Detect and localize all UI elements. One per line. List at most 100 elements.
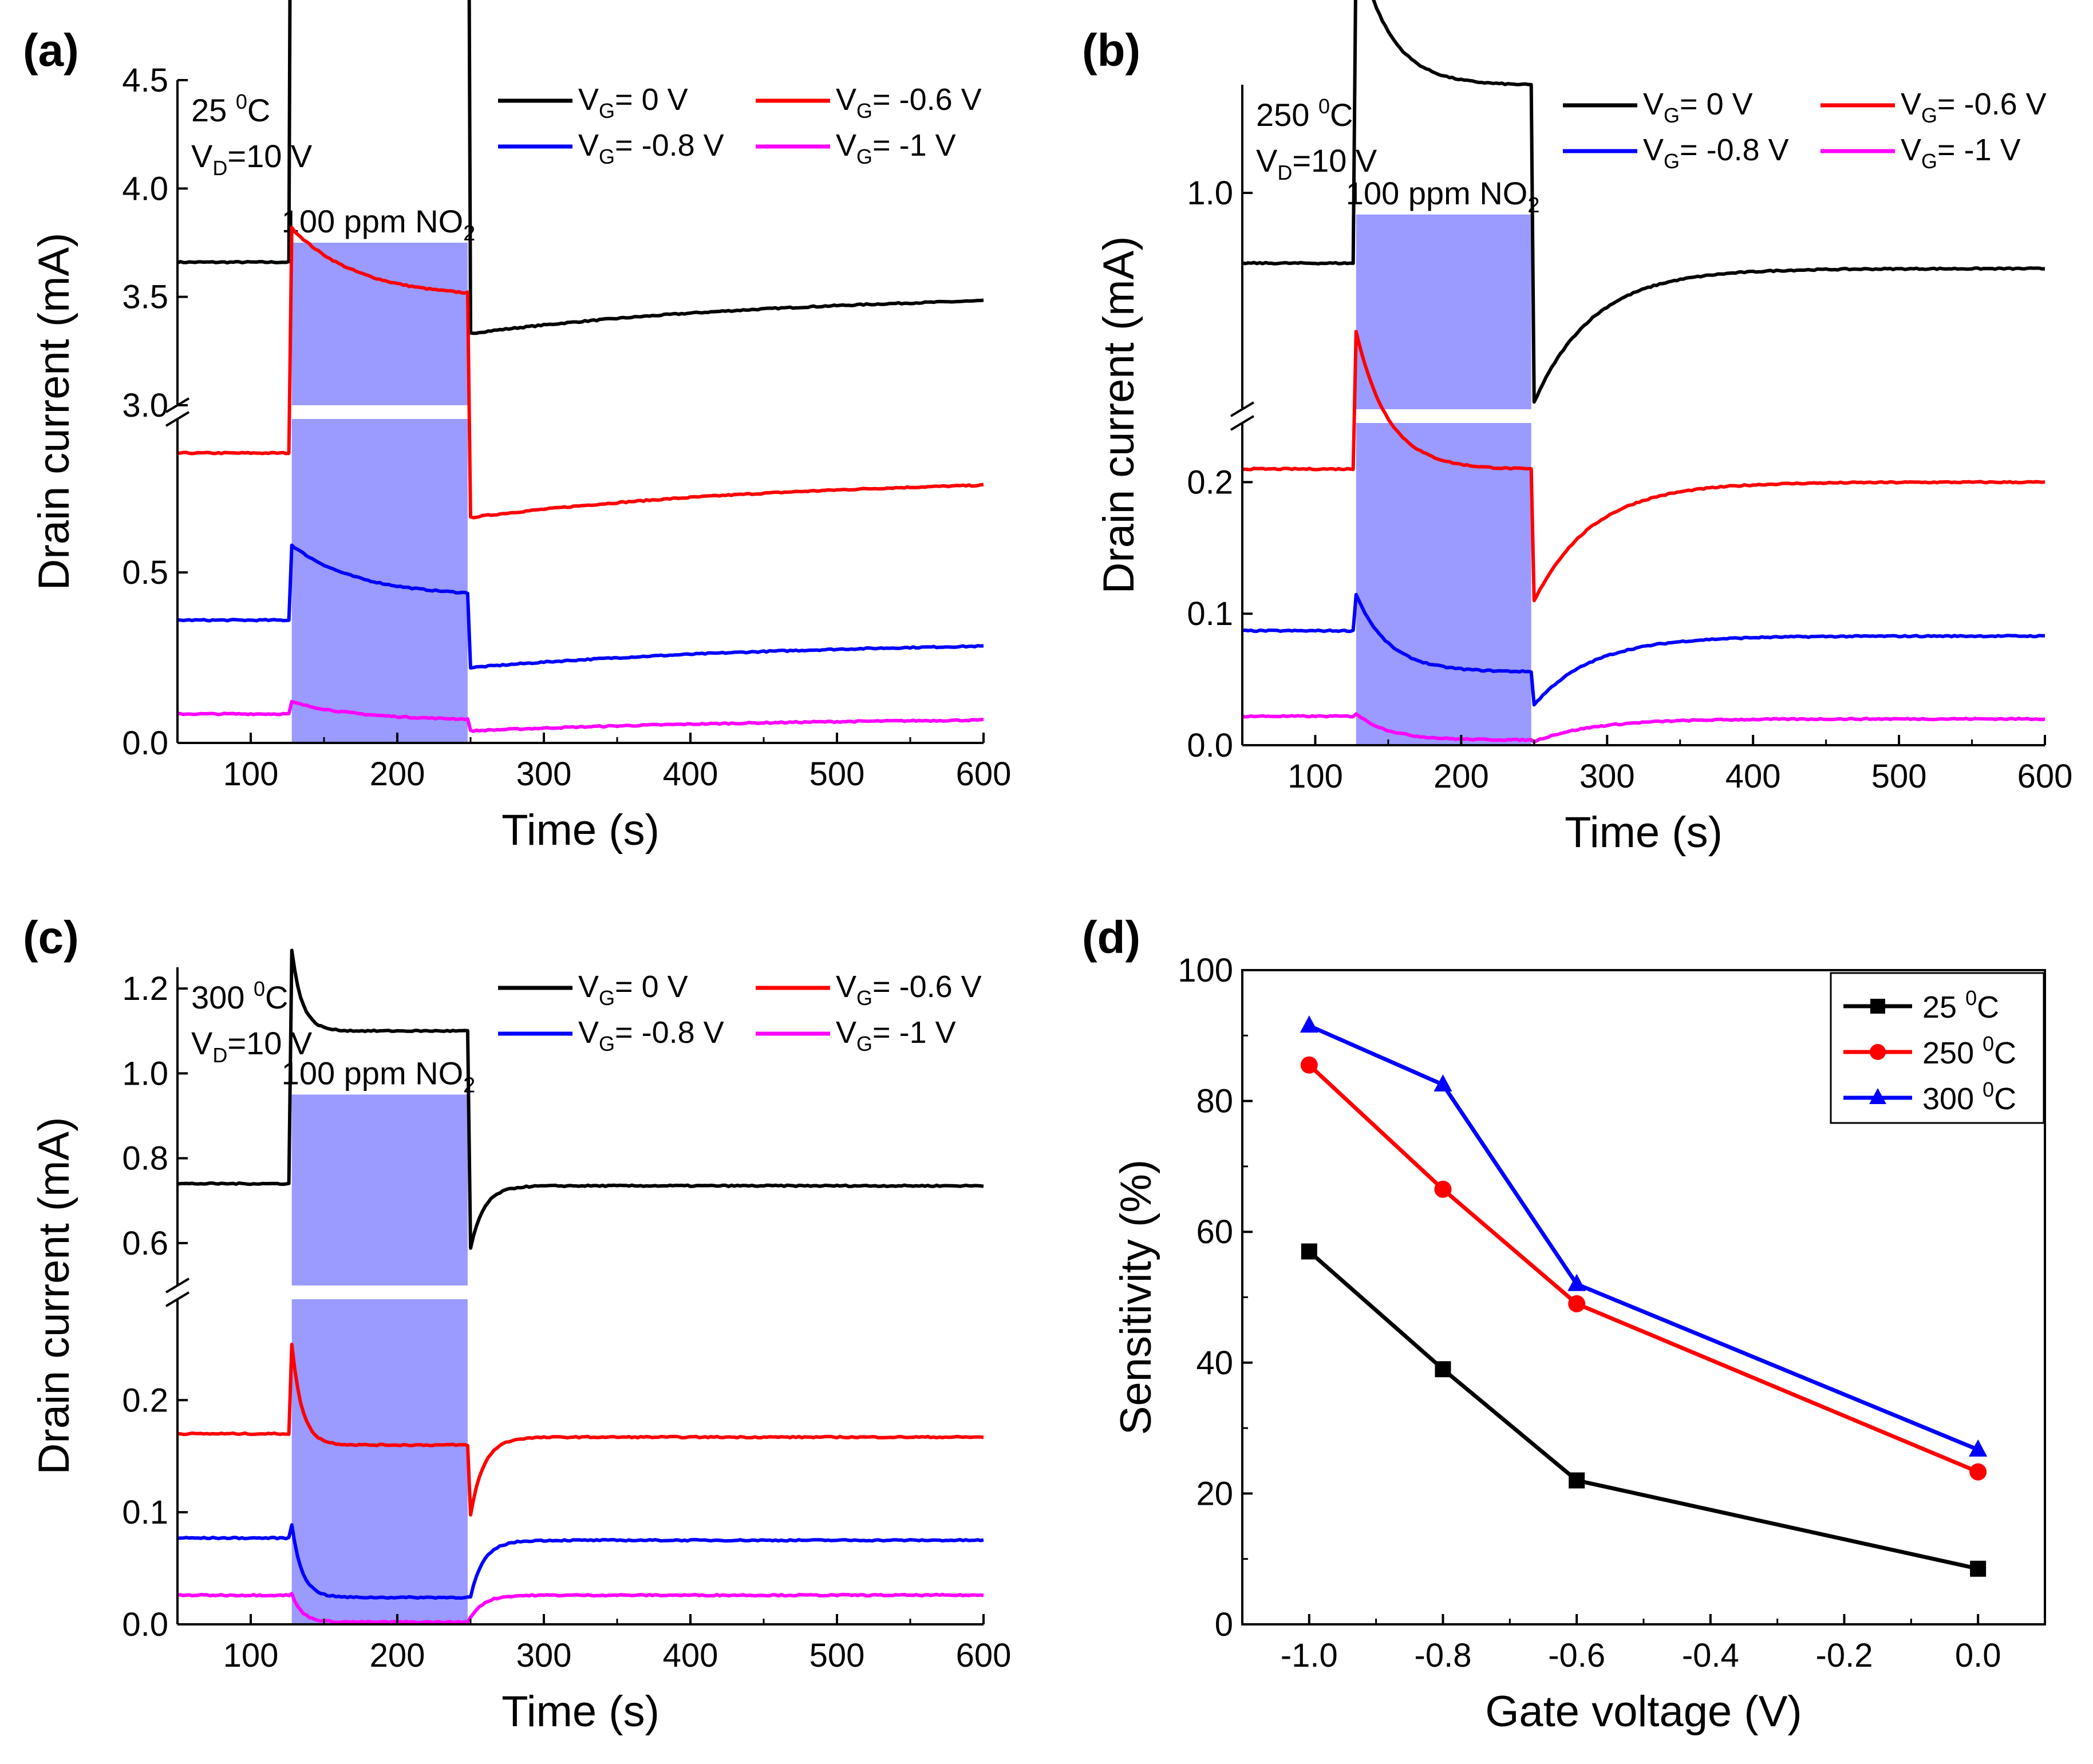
data-point-triangle bbox=[1433, 1074, 1452, 1092]
legend-label: VG= 0 V bbox=[578, 82, 688, 122]
x-tick-label: 0.0 bbox=[1955, 1637, 2001, 1674]
y-tick-label: 3.5 bbox=[122, 279, 168, 316]
x-tick-label: -0.6 bbox=[1548, 1637, 1605, 1674]
x-tick-label: 200 bbox=[370, 1637, 425, 1674]
legend-label: VG= 0 V bbox=[578, 970, 688, 1010]
x-tick-label: 400 bbox=[663, 1637, 718, 1674]
x-tick-label: 100 bbox=[223, 1637, 279, 1674]
exposure-region-lower bbox=[291, 1299, 468, 1624]
legend-label: VG= -0.8 V bbox=[578, 128, 724, 168]
data-point-circle bbox=[1300, 1056, 1318, 1074]
legend-marker bbox=[1869, 1088, 1886, 1104]
legend-label: VG= -1 V bbox=[1901, 133, 2021, 173]
curve-v-g-0-8-v bbox=[1242, 592, 2045, 707]
x-tick-label: 600 bbox=[956, 756, 1012, 793]
axis-break-mark bbox=[1230, 401, 1255, 417]
x-tick-label: -0.8 bbox=[1415, 1637, 1472, 1674]
panel-a: 100 ppm NO2 100 200 300 400 500 600 0.0 0.5 3.0 3.… bbox=[23, 0, 1011, 855]
curve-v-g-1-v bbox=[177, 699, 984, 733]
exposure-label: 100 ppm NO2 bbox=[1346, 175, 1540, 217]
y-tick-label: 60 bbox=[1196, 1213, 1233, 1251]
curve-v-g-0-6-v bbox=[177, 1342, 984, 1517]
legend-label: 250 0C bbox=[1922, 1032, 2016, 1070]
y-axis-title: Sensitivity (%) bbox=[1112, 1160, 1160, 1435]
x-tick-label: 200 bbox=[370, 756, 425, 793]
series-line-2 bbox=[1308, 1023, 1979, 1452]
y-tick-label: 0.1 bbox=[122, 1494, 168, 1531]
legend-marker bbox=[1870, 1044, 1886, 1060]
exposure-label: 100 ppm NO2 bbox=[282, 1055, 476, 1097]
legend-label: VG= -1 V bbox=[836, 1015, 956, 1055]
series-line-1 bbox=[1308, 1063, 1979, 1474]
panel-tag: (d) bbox=[1082, 912, 1140, 963]
y-axis-title: Drain current (mA) bbox=[30, 233, 78, 591]
y-tick-label: 3.0 bbox=[122, 387, 168, 424]
curve-v-g-1-v bbox=[177, 1592, 984, 1625]
x-tick-label: -0.2 bbox=[1816, 1637, 1873, 1674]
curve-v-g-0-6-v bbox=[1242, 330, 2045, 603]
data-point-square bbox=[1569, 1472, 1585, 1489]
x-tick-label: 300 bbox=[516, 756, 572, 793]
legend-label: VG= -0.8 V bbox=[1643, 133, 1789, 173]
panel-tag: (c) bbox=[23, 912, 79, 963]
legend-label: VG= -0.6 V bbox=[836, 82, 982, 122]
curve-v-g-1-v bbox=[1242, 712, 2045, 744]
x-tick-label: 400 bbox=[1725, 758, 1781, 795]
x-tick-label: 400 bbox=[663, 756, 718, 793]
temperature-label: 250 0C bbox=[1256, 94, 1353, 133]
y-tick-label: 80 bbox=[1196, 1083, 1233, 1120]
exposure-region-upper bbox=[291, 1094, 468, 1286]
data-point-triangle bbox=[1300, 1015, 1318, 1033]
data-point-square bbox=[1301, 1243, 1317, 1260]
data-point-circle bbox=[1568, 1295, 1586, 1312]
panel-tag: (b) bbox=[1082, 25, 1140, 76]
legend-label: VG= 0 V bbox=[1643, 87, 1753, 127]
data-point-square bbox=[1970, 1560, 1987, 1577]
panel-b: 100 ppm NO2 100 200 300 400 500 600 0.0 0.1 0.2 1.… bbox=[1082, 0, 2072, 857]
series-line-0 bbox=[1308, 1249, 1979, 1571]
legend-label: VG= -0.6 V bbox=[1901, 87, 2047, 127]
x-tick-label: 500 bbox=[809, 1637, 865, 1674]
x-tick-label: 100 bbox=[1288, 758, 1343, 795]
legend-label: VG= -0.8 V bbox=[578, 1015, 724, 1055]
x-tick-label: 300 bbox=[516, 1637, 572, 1674]
legend-label: VG= -1 V bbox=[836, 128, 956, 168]
temperature-label: 300 0C bbox=[191, 977, 288, 1015]
curve-v-g-0-v bbox=[176, 0, 984, 335]
y-tick-label: 0.0 bbox=[1187, 727, 1233, 764]
legend-label: 300 0C bbox=[1922, 1078, 2016, 1116]
data-point-square bbox=[1435, 1361, 1451, 1378]
y-tick-label: 100 bbox=[1178, 952, 1233, 989]
legend-label: 25 0C bbox=[1922, 986, 1999, 1025]
y-axis-title: Drain current (mA) bbox=[1095, 236, 1143, 594]
data-point-triangle bbox=[1969, 1439, 1988, 1457]
x-axis-title: Gate voltage (V) bbox=[1485, 1687, 1802, 1736]
y-tick-label: 0.5 bbox=[122, 554, 168, 591]
y-tick-label: 0.0 bbox=[122, 1606, 168, 1643]
panel-tag: (a) bbox=[23, 25, 79, 76]
panel-c: 100 ppm NO2 100 200 300 400 500 600 0.0 0.1 0.2 0.… bbox=[23, 912, 1011, 1736]
y-axis-title: Drain current (mA) bbox=[30, 1117, 78, 1475]
x-tick-label: 100 bbox=[223, 756, 279, 793]
x-tick-label: 300 bbox=[1579, 758, 1635, 795]
panel-d: -1.0 -0.8 -0.6 -0.4 -0.2 0.0 0 20 40 60 80 100 25 0C… bbox=[1082, 912, 2046, 1736]
y-tick-label: 1.2 bbox=[122, 970, 168, 1007]
x-tick-label: 600 bbox=[2017, 758, 2073, 795]
exposure-region-upper bbox=[1356, 214, 1531, 409]
x-tick-label: -0.4 bbox=[1682, 1637, 1739, 1674]
exposure-region-lower bbox=[1356, 423, 1531, 745]
axis-break-mark bbox=[1230, 415, 1255, 431]
x-tick-label: 500 bbox=[1871, 758, 1927, 795]
curve-v-g-0-v bbox=[1242, 0, 2045, 404]
curve-v-g-0-v bbox=[177, 948, 984, 1250]
y-tick-label: 0.2 bbox=[1187, 464, 1233, 501]
x-tick-label: -1.0 bbox=[1281, 1637, 1338, 1674]
x-tick-label: 600 bbox=[956, 1637, 1012, 1674]
curve-v-g-0-8-v bbox=[177, 543, 984, 670]
drain-voltage-label: VD=10 V bbox=[191, 138, 313, 180]
data-point-circle bbox=[1969, 1463, 1987, 1481]
x-tick-label: 200 bbox=[1433, 758, 1489, 795]
axis-break-mark bbox=[165, 411, 190, 427]
y-tick-label: 40 bbox=[1196, 1344, 1233, 1382]
